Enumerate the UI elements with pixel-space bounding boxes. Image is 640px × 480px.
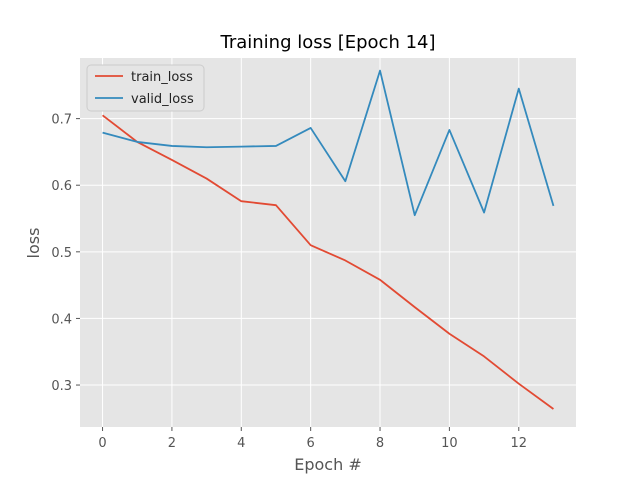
x-tick-label: 10 [441, 436, 458, 451]
x-tick-label: 4 [237, 436, 245, 451]
x-tick-label: 0 [98, 436, 106, 451]
series-lines [102, 69, 555, 410]
axis-ticks: 0 2 4 6 8 10 12 0.3 0.4 0.5 0.6 0.7 [51, 113, 527, 451]
chart-title: Training loss [Epoch 14] [219, 32, 435, 53]
legend: train_loss valid_loss [86, 64, 205, 112]
plot-area [80, 58, 576, 427]
x-tick-label: 8 [376, 436, 384, 451]
y-tick-label: 0.4 [51, 312, 72, 327]
x-tick-label: 6 [307, 436, 315, 451]
x-axis-label: Epoch # [294, 455, 361, 474]
x-tick-label: 2 [168, 436, 176, 451]
y-axis-label: loss [24, 228, 43, 259]
y-tick-label: 0.7 [51, 113, 72, 128]
legend-label-valid-loss: valid_loss [131, 92, 194, 107]
legend-label-train-loss: train_loss [131, 70, 193, 85]
series-line-valid-loss [102, 69, 555, 217]
grid-lines [80, 58, 576, 427]
y-tick-label: 0.3 [51, 379, 72, 394]
x-tick-label: 12 [510, 436, 527, 451]
y-tick-label: 0.5 [51, 246, 72, 261]
series-line-train-loss [102, 114, 554, 410]
y-tick-label: 0.6 [51, 179, 72, 194]
